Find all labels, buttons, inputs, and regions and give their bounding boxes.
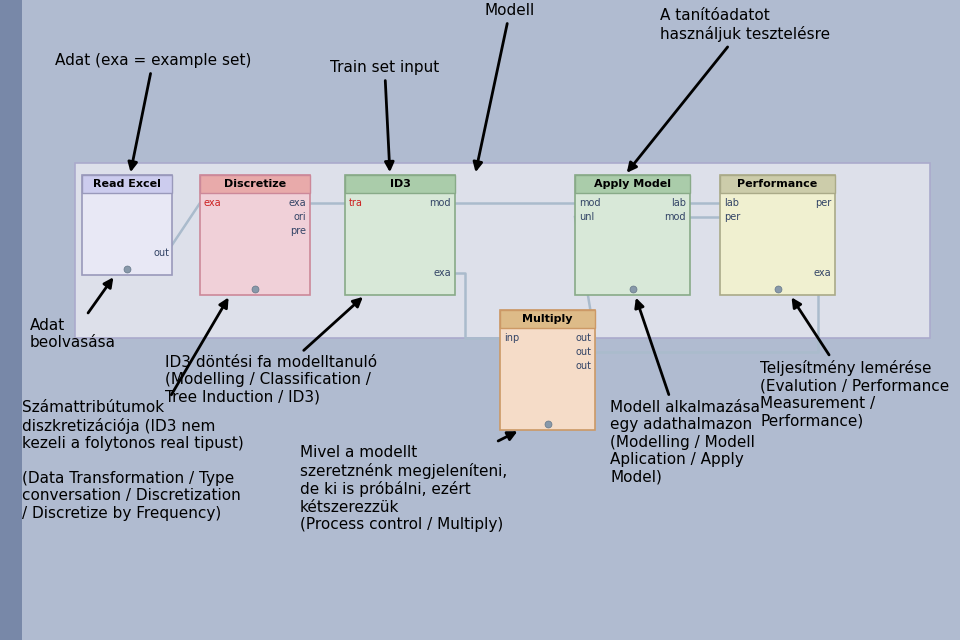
Text: unl: unl xyxy=(579,212,594,222)
Text: Process: Process xyxy=(83,177,128,190)
Text: Multiply: Multiply xyxy=(522,314,573,324)
Text: out: out xyxy=(575,361,591,371)
Text: mod: mod xyxy=(579,198,601,208)
Text: Teljesítmény lemérése
(Evalution / Performance
Measurement /
Performance): Teljesítmény lemérése (Evalution / Perfo… xyxy=(760,300,949,428)
Bar xyxy=(75,163,930,338)
Text: out: out xyxy=(153,248,169,258)
Bar xyxy=(200,175,310,295)
Bar xyxy=(0,0,22,640)
Text: Adat
beolvasása: Adat beolvasása xyxy=(30,280,116,350)
Bar xyxy=(82,175,172,193)
Bar xyxy=(575,175,690,295)
Text: Apply Model: Apply Model xyxy=(594,179,671,189)
Text: Modell: Modell xyxy=(474,3,535,169)
Text: Train set input: Train set input xyxy=(330,60,440,169)
Text: exa: exa xyxy=(433,268,451,278)
Text: pre: pre xyxy=(290,226,306,236)
Text: A tanítóadatot
használjuk tesztelésre: A tanítóadatot használjuk tesztelésre xyxy=(629,8,830,170)
Text: ID3 döntési fa modelltanuló
(Modelling / Classification /
Tree Induction / ID3): ID3 döntési fa modelltanuló (Modelling /… xyxy=(165,299,377,405)
Text: mod: mod xyxy=(664,212,686,222)
Text: Adat (exa = example set): Adat (exa = example set) xyxy=(55,53,252,169)
Text: tra: tra xyxy=(349,198,363,208)
Bar xyxy=(500,310,595,430)
Bar xyxy=(720,175,835,193)
Text: ori: ori xyxy=(294,212,306,222)
Text: per: per xyxy=(724,212,740,222)
Text: out: out xyxy=(575,333,591,343)
Bar xyxy=(82,175,172,275)
Bar xyxy=(500,310,595,328)
Bar xyxy=(720,175,835,295)
Bar xyxy=(575,175,690,193)
Text: inp: inp xyxy=(504,333,519,343)
Text: Read Excel: Read Excel xyxy=(93,179,161,189)
Text: lab: lab xyxy=(671,198,686,208)
Bar xyxy=(200,175,310,193)
Text: lab: lab xyxy=(724,198,739,208)
Text: ID3: ID3 xyxy=(390,179,411,189)
Text: exa: exa xyxy=(813,268,831,278)
Text: Mivel a modellt
szeretznénk megjeleníteni,
de ki is próbálni, ezért
kétszerezzük: Mivel a modellt szeretznénk megjeleníten… xyxy=(300,433,515,532)
Bar xyxy=(345,175,455,193)
Bar xyxy=(345,175,455,295)
Text: out: out xyxy=(575,347,591,357)
Text: Performance: Performance xyxy=(737,179,818,189)
Text: exa: exa xyxy=(288,198,306,208)
Text: Számattribútumok
diszkretizációja (ID3 nem
kezeli a folytonos real tipust)

(Dat: Számattribútumok diszkretizációja (ID3 n… xyxy=(22,300,244,520)
Text: per: per xyxy=(815,198,831,208)
Text: exa: exa xyxy=(204,198,222,208)
Text: Modell alkalmazása
egy adathalmazon
(Modelling / Modell
Aplication / Apply
Model: Modell alkalmazása egy adathalmazon (Mod… xyxy=(610,301,760,484)
Text: mod: mod xyxy=(429,198,451,208)
Text: Discretize: Discretize xyxy=(224,179,286,189)
